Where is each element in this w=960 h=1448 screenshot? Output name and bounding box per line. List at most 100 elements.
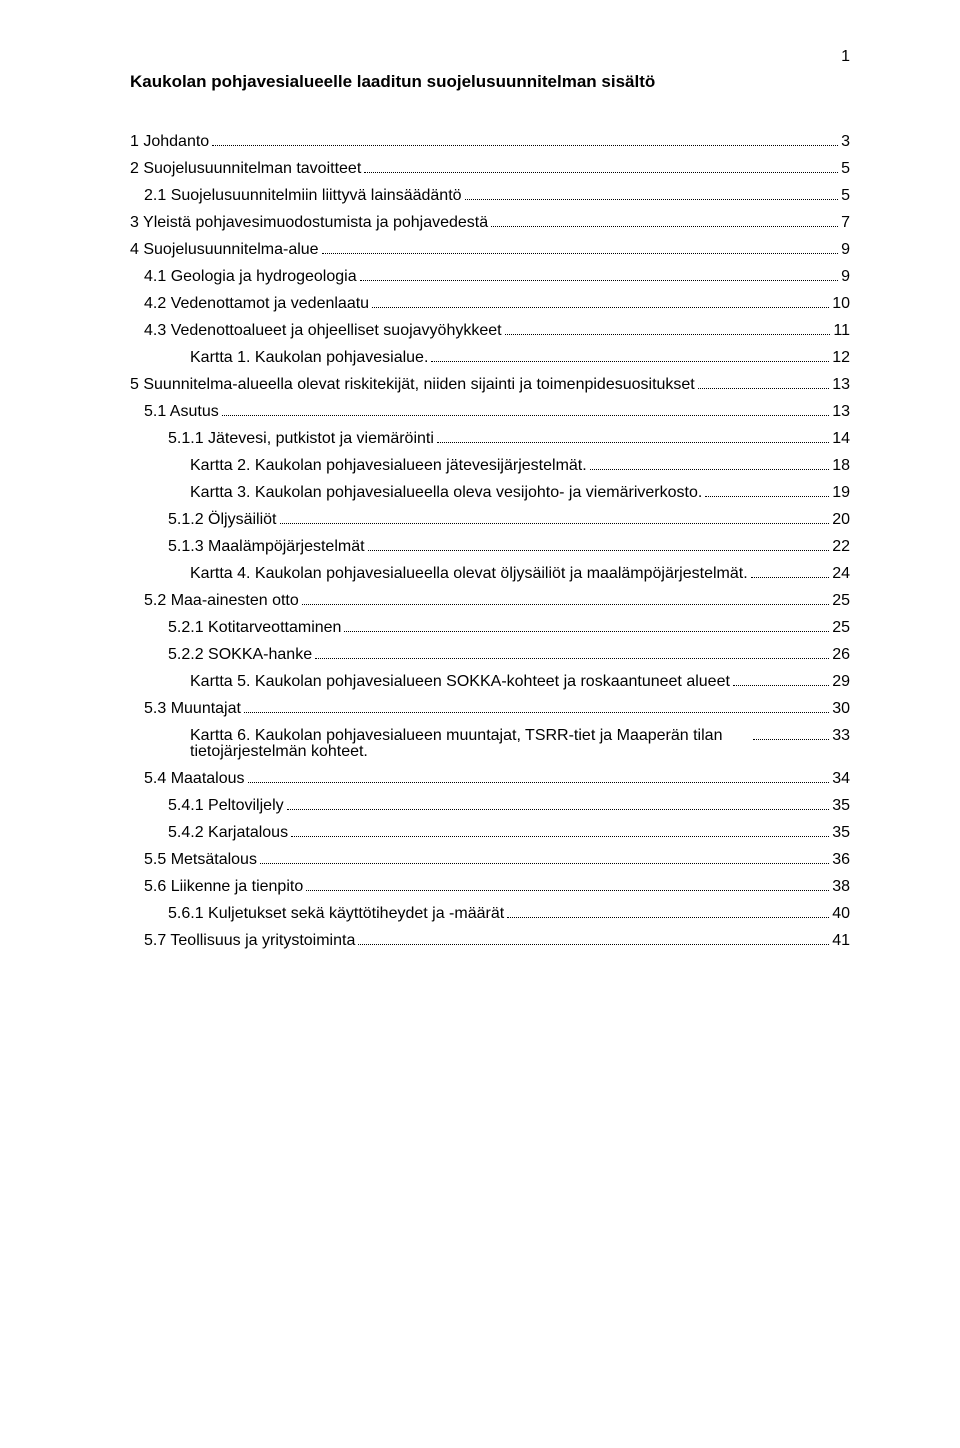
toc-leader xyxy=(260,863,829,864)
toc-leader xyxy=(344,631,829,632)
toc-label: 5.7 Teollisuus ja yritystoiminta xyxy=(144,933,355,949)
toc-leader xyxy=(437,442,829,443)
toc-page-number: 3 xyxy=(841,134,850,150)
toc-page-number: 20 xyxy=(832,512,850,528)
toc-page-number: 33 xyxy=(832,728,850,744)
toc-label: 1 Johdanto xyxy=(130,134,209,150)
toc-page-number: 38 xyxy=(832,879,850,895)
toc-entry: 5 Suunnitelma-alueella olevat riskitekij… xyxy=(130,377,850,393)
toc-entry: 5.3 Muuntajat 30 xyxy=(130,701,850,717)
toc-entry: 5.1.2 Öljysäiliöt 20 xyxy=(130,512,850,528)
toc-page-number: 41 xyxy=(832,933,850,949)
toc-leader xyxy=(753,739,829,740)
toc-leader xyxy=(212,145,838,146)
toc-label: 4 Suojelusuunnitelma-alue xyxy=(130,242,319,258)
toc-label: 5.5 Metsätalous xyxy=(144,852,257,868)
toc-label: 5.1.1 Jätevesi, putkistot ja viemäröinti xyxy=(168,431,434,447)
toc-leader xyxy=(315,658,829,659)
toc-leader xyxy=(590,469,830,470)
toc-leader xyxy=(507,917,829,918)
toc-leader xyxy=(733,685,829,686)
toc-page-number: 14 xyxy=(832,431,850,447)
toc-entry: 4.2 Vedenottamot ja vedenlaatu 10 xyxy=(130,296,850,312)
toc-leader xyxy=(698,388,829,389)
toc-label: 5 Suunnitelma-alueella olevat riskitekij… xyxy=(130,377,695,393)
toc-entry: Kartta 3. Kaukolan pohjavesialueella ole… xyxy=(130,485,850,501)
toc-entry: 5.5 Metsätalous 36 xyxy=(130,852,850,868)
toc-label: Kartta 4. Kaukolan pohjavesialueella ole… xyxy=(190,566,748,582)
toc-page-number: 36 xyxy=(832,852,850,868)
toc-label: 5.3 Muuntajat xyxy=(144,701,241,717)
document-title: Kaukolan pohjavesialueelle laaditun suoj… xyxy=(130,72,850,92)
toc-entry: Kartta 2. Kaukolan pohjavesialueen jätev… xyxy=(130,458,850,474)
toc-entry: 5.4.1 Peltoviljely35 xyxy=(130,798,850,814)
toc-page-number: 5 xyxy=(841,161,850,177)
toc-leader xyxy=(248,782,830,783)
toc-page-number: 30 xyxy=(832,701,850,717)
toc-entry: 5.2.1 Kotitarveottaminen25 xyxy=(130,620,850,636)
toc-entry: 5.2.2 SOKKA-hanke 26 xyxy=(130,647,850,663)
toc-entry: 5.6.1 Kuljetukset sekä käyttötiheydet ja… xyxy=(130,906,850,922)
toc-label: Kartta 1. Kaukolan pohjavesialue. xyxy=(190,350,428,366)
toc-entry: Kartta 5. Kaukolan pohjavesialueen SOKKA… xyxy=(130,674,850,690)
toc-label: Kartta 2. Kaukolan pohjavesialueen jätev… xyxy=(190,458,587,474)
toc-label: 5.2 Maa-ainesten otto xyxy=(144,593,299,609)
toc-page-number: 9 xyxy=(841,269,850,285)
toc-entry: 3 Yleistä pohjavesimuodostumista ja pohj… xyxy=(130,215,850,231)
toc-entry: 4 Suojelusuunnitelma-alue 9 xyxy=(130,242,850,258)
toc-entry: 5.2 Maa-ainesten otto25 xyxy=(130,593,850,609)
toc-leader xyxy=(751,577,830,578)
toc-page-number: 11 xyxy=(833,323,850,339)
toc-leader xyxy=(244,712,829,713)
table-of-contents: 1 Johdanto 3 2 Suojelusuunnitelman tavoitt… xyxy=(130,134,850,949)
toc-leader xyxy=(222,415,829,416)
toc-label: Kartta 6. Kaukolan pohjavesialueen muunt… xyxy=(190,728,750,760)
toc-entry: Kartta 4. Kaukolan pohjavesialueella ole… xyxy=(130,566,850,582)
toc-page-number: 29 xyxy=(832,674,850,690)
toc-page-number: 26 xyxy=(832,647,850,663)
toc-leader xyxy=(364,172,838,173)
toc-entry: 2 Suojelusuunnitelman tavoitteet 5 xyxy=(130,161,850,177)
toc-leader xyxy=(291,836,829,837)
toc-entry: 5.4 Maatalous 34 xyxy=(130,771,850,787)
toc-leader xyxy=(505,334,831,335)
toc-label: 2 Suojelusuunnitelman tavoitteet xyxy=(130,161,361,177)
toc-page-number: 40 xyxy=(832,906,850,922)
toc-label: 5.1.2 Öljysäiliöt xyxy=(168,512,277,528)
toc-leader xyxy=(287,809,830,810)
toc-page-number: 9 xyxy=(841,242,850,258)
toc-label: 3 Yleistä pohjavesimuodostumista ja pohj… xyxy=(130,215,488,231)
toc-label: 4.2 Vedenottamot ja vedenlaatu xyxy=(144,296,369,312)
toc-leader xyxy=(358,944,829,945)
toc-page-number: 22 xyxy=(832,539,850,555)
toc-page-number: 7 xyxy=(841,215,850,231)
toc-leader xyxy=(372,307,829,308)
toc-leader xyxy=(322,253,839,254)
toc-label: 5.6 Liikenne ja tienpito xyxy=(144,879,303,895)
toc-label: 5.2.2 SOKKA-hanke xyxy=(168,647,312,663)
toc-page-number: 10 xyxy=(832,296,850,312)
toc-page-number: 25 xyxy=(832,620,850,636)
toc-page-number: 24 xyxy=(832,566,850,582)
toc-leader xyxy=(302,604,829,605)
toc-label: 5.1 Asutus xyxy=(144,404,219,420)
toc-label: 5.6.1 Kuljetukset sekä käyttötiheydet ja… xyxy=(168,906,504,922)
page-number: 1 xyxy=(841,48,850,66)
toc-entry: 2.1 Suojelusuunnitelmiin liittyvä lainsä… xyxy=(130,188,850,204)
toc-leader xyxy=(491,226,838,227)
toc-page-number: 13 xyxy=(832,404,850,420)
toc-leader xyxy=(306,890,829,891)
toc-page-number: 35 xyxy=(832,825,850,841)
toc-page-number: 34 xyxy=(832,771,850,787)
toc-entry: 5.1.1 Jätevesi, putkistot ja viemäröinti… xyxy=(130,431,850,447)
toc-page-number: 35 xyxy=(832,798,850,814)
toc-page-number: 5 xyxy=(841,188,850,204)
toc-label: Kartta 5. Kaukolan pohjavesialueen SOKKA… xyxy=(190,674,730,690)
toc-page-number: 13 xyxy=(832,377,850,393)
toc-page-number: 18 xyxy=(832,458,850,474)
toc-label: 5.4 Maatalous xyxy=(144,771,245,787)
toc-entry: Kartta 6. Kaukolan pohjavesialueen muunt… xyxy=(130,728,850,760)
toc-leader xyxy=(280,523,830,524)
toc-page-number: 12 xyxy=(832,350,850,366)
toc-leader xyxy=(431,361,829,362)
